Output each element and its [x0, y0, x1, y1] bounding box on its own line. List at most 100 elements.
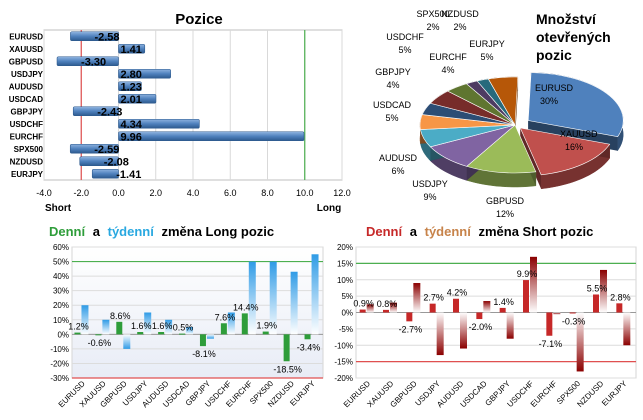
weekly-bar-usdcad	[186, 327, 194, 335]
long-change-chart: Denní a týdenní změna Long pozic 60% 50% 4…	[49, 224, 324, 409]
weekly-bar-usdcad	[483, 301, 491, 313]
weekly-bar-eurjpy	[311, 254, 319, 335]
long-title-part-4: změna Long pozic	[161, 224, 274, 239]
pie-label-pct: 2%	[426, 22, 439, 32]
daily-value-label: 2.7%	[423, 293, 444, 303]
short-title-part-1: Denní	[366, 224, 403, 239]
daily-value-label: 0.8%	[377, 299, 398, 309]
y-tick-label: -30%	[50, 374, 69, 383]
positions-bar-eurusd	[70, 31, 119, 42]
positions-value-label: 2.01	[121, 94, 142, 106]
positions-value-label: 1.23	[121, 81, 142, 93]
weekly-bar-nzdusd	[600, 269, 607, 313]
positions-category-label: GBPJPY	[11, 107, 44, 116]
daily-bar-usdjpy	[137, 332, 144, 335]
pie-label-pct: 2%	[453, 22, 466, 32]
weekly-bar-audusd	[460, 312, 467, 349]
short-title-part-2: a	[410, 224, 418, 239]
positions-value-label: -2.08	[104, 156, 129, 168]
weekly-bar-xauusd	[390, 302, 397, 313]
positions-x-tick-label: -2.0	[73, 188, 89, 198]
daily-bar-nzdusd	[283, 334, 290, 362]
daily-bar-xauusd	[383, 309, 389, 313]
pie-label-name: USDCAD	[373, 100, 412, 110]
weekly-bar-spx500	[269, 261, 277, 335]
long-title-part-3: týdenní	[108, 224, 155, 239]
pie-label-name: XAUUSD	[560, 129, 598, 139]
daily-bar-usdcad	[476, 312, 483, 320]
pie-label-pct: 4%	[386, 80, 399, 90]
pie-labels: EURUSD 30% XAUUSD 16% GBPUSD 12% USDJPY 9% AUDUS…	[373, 9, 598, 219]
daily-bar-spx500	[569, 312, 576, 314]
y-tick-label: 60%	[53, 243, 69, 252]
positions-value-label: -2.58	[94, 31, 119, 43]
pie-label-pct: 6%	[391, 166, 404, 176]
daily-value-label: -8.1%	[192, 349, 216, 359]
weekly-bar-eurchf	[553, 312, 561, 315]
daily-value-label: 1.9%	[256, 321, 277, 331]
positions-x-tick-label: 0.0	[112, 188, 125, 198]
y-tick-label: 30%	[53, 287, 69, 296]
daily-value-label: 8.6%	[110, 311, 131, 321]
daily-bar-audusd	[453, 298, 459, 313]
daily-bar-usdchf	[523, 280, 529, 313]
daily-bar-usdjpy	[429, 303, 436, 313]
daily-value-label: -2.7%	[399, 324, 423, 334]
positions-bar-gbpjpy	[72, 106, 119, 117]
daily-bar-gbpjpy	[499, 307, 506, 313]
weekly-bar-usdjpy	[144, 312, 152, 335]
positions-bar-spx500	[69, 143, 119, 154]
daily-value-label: 14.4%	[233, 302, 259, 312]
positions-value-label: -1.41	[116, 169, 141, 181]
positions-value-label: 4.34	[121, 119, 143, 131]
short-title-part-4: změna Short pozic	[478, 224, 593, 239]
positions-value-label: -3.30	[81, 56, 106, 68]
daily-value-label: 1.4%	[493, 297, 514, 307]
positions-value-label: 9.96	[121, 131, 142, 143]
y-tick-label: 20%	[337, 243, 353, 252]
y-tick-label: -20%	[50, 359, 69, 368]
positions-x-tick-label: 12.0	[333, 188, 351, 198]
pie-label-name: AUDUSD	[379, 153, 418, 163]
daily-value-label: 1.6%	[152, 321, 173, 331]
pie-label-name: USDCHF	[386, 32, 424, 42]
positions-x-ticks: -4.0 -2.0 0.0 2.0 4.0 6.0 8.0 10.0 12.0	[36, 188, 351, 198]
positions-x-tick-label: -4.0	[36, 188, 52, 198]
y-tick-label: 50%	[53, 258, 69, 267]
positions-x-tick-label: 6.0	[224, 188, 237, 198]
positions-category-label: USDJPY	[11, 70, 44, 79]
short-data-labels: 0.9% 0.8% -2.7% 2.7% 4.2% -2.0% 1.4% 9.9% -7.1% -…	[353, 269, 630, 349]
pie-slice-eurusd	[527, 72, 624, 138]
y-tick-label: 15%	[337, 259, 353, 268]
daily-bar-eurjpy	[616, 303, 623, 313]
positions-category-label: USDCHF	[10, 120, 43, 129]
pie-label-name: EURJPY	[469, 39, 505, 49]
long-change-title: Denní a týdenní změna Long pozic	[49, 224, 274, 239]
positions-category-label: USDCAD	[9, 95, 43, 104]
pie-label-pct: 5%	[385, 113, 398, 123]
daily-value-label: 2.8%	[610, 292, 631, 302]
pie-slice-xauusd	[519, 127, 611, 176]
y-tick-label: 5%	[341, 292, 353, 301]
y-tick-label: -15%	[334, 358, 353, 367]
positions-bars: -2.581.41-3.302.801.232.01-2.434.349.96-…	[56, 31, 305, 181]
long-grid: 60% 50% 40% 30% 20% 10% 0% -10% -20% -30%	[50, 243, 323, 383]
positions-category-label: NZDUSD	[10, 157, 44, 166]
pie-chart: Množství otevřených pozic EURUSD 30% XAUUS…	[373, 9, 624, 219]
positions-chart: Pozice -2.581.41-3.302.801.232.01-2.434.…	[9, 11, 351, 214]
weekly-bar-gbpjpy	[206, 334, 214, 339]
y-tick-label: 10%	[337, 276, 353, 285]
y-tick-label: 10%	[53, 316, 69, 325]
positions-x-tick-label: 4.0	[187, 188, 200, 198]
daily-value-label: -18.5%	[273, 364, 302, 374]
y-tick-label: -10%	[50, 345, 69, 354]
daily-bar-gbpusd	[406, 312, 413, 322]
short-change-title: Denní a týdenní změna Short pozic	[366, 224, 593, 239]
long-title-part-2: a	[93, 224, 101, 239]
pie-slice-gbpusd	[466, 124, 537, 174]
positions-bar-audusd	[118, 81, 142, 92]
short-grid: 20% 15% 10% 5% 0% -5% -10% -15% -20%	[334, 243, 636, 383]
positions-bar-usdchf	[118, 118, 200, 129]
weekly-bar-gbpusd	[413, 283, 421, 313]
positions-category-label: SPX500	[14, 145, 44, 154]
